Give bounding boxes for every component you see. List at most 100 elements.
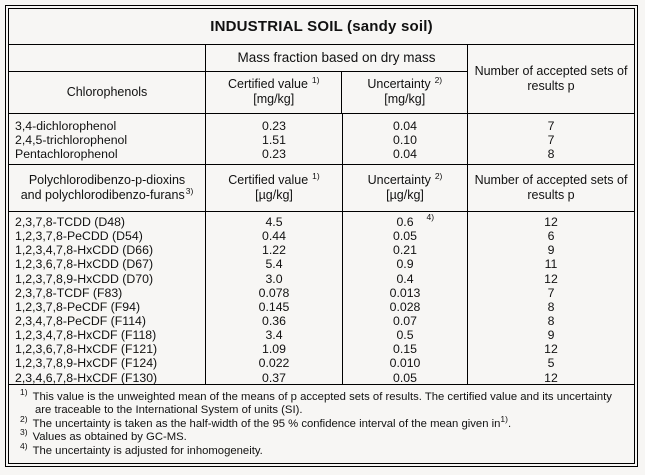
certified-value: 3.4 [265, 328, 283, 343]
analyte-name: 1,2,3,4,7,8-HxCDF (F118) [15, 328, 157, 343]
uncertainty-column: 0.04 0.10 0.04 [343, 114, 468, 164]
footnote-marker: 2) [20, 414, 28, 425]
uncertainty-value: 0.6 4) [396, 212, 435, 229]
certified-value: 0.23 [262, 119, 286, 133]
accepted-sets-count: 11 [544, 257, 558, 272]
uncertainty-value: 0.10 [393, 133, 417, 148]
uncertainty-value: 0.05 [393, 370, 417, 385]
certified-value-header: Certified value 1) [mg/kg] [206, 71, 343, 113]
uncertainty-header: Uncertainty 2) [mg/kg] [367, 75, 443, 107]
footnote-ref-1: 1) [311, 75, 320, 86]
uncertainty-value: 0.21 [393, 243, 417, 258]
footnote-1: 1) This value is the unweighted mean of t… [20, 387, 612, 417]
certified-value: 0.022 [258, 356, 290, 371]
accepted-sets-count: 7 [547, 119, 555, 133]
analyte-name: 1,2,3,7,8,9-HxCDD (D70) [15, 271, 154, 286]
analyte-name: 1,2,3,7,8-PeCDF (F94) [15, 299, 141, 314]
chlorophenols-data-section: 3,4-dichlorophenol 2,4,5-trichlorophenol… [9, 114, 634, 165]
uncertainty-value: 0.04 [393, 119, 417, 133]
analyte-name: 2,4,5-trichlorophenol [15, 133, 128, 148]
certified-unit: [µg/kg] [255, 188, 293, 202]
uncertainty-value: 0.04 [393, 147, 417, 162]
analyte-name: 1,2,3,4,7,8-HxCDD (D66) [15, 243, 154, 258]
accepted-sets-count: 5 [547, 356, 555, 371]
accepted-sets-count: 7 [547, 133, 555, 148]
accepted-sets-header: Number of accepted sets of results p [474, 64, 628, 93]
footnote-ref-3: 3) [185, 185, 194, 196]
analyte-name: 1,2,3,7,8-PeCDD (D54) [15, 229, 143, 244]
uncertainty-value: 0.15 [393, 342, 417, 357]
uncertainty-unit: [mg/kg] [384, 92, 426, 107]
accepted-sets-count: 12 [544, 342, 558, 357]
section-header-dioxins: Polychlorodibenzo-p-dioxins and polychlo… [9, 165, 206, 211]
certified-value: 0.37 [262, 370, 286, 385]
certified-value: 0.44 [262, 229, 286, 244]
analyte-name: 1,2,3,6,7,8-HxCDF (F121) [15, 342, 158, 357]
certified-unit: [mg/kg] [253, 92, 295, 107]
uncertainty-value: 0.07 [393, 313, 417, 328]
accepted-sets-count: 9 [547, 243, 555, 258]
uncertainty-value: 0.010 [389, 356, 421, 371]
analyte-name-column: 3,4-dichlorophenol 2,4,5-trichlorophenol… [9, 114, 206, 164]
uncertainty-unit: [µg/kg] [386, 188, 424, 202]
analyte-name-column: 2,3,7,8-TCDD (D48) 1,2,3,7,8-PeCDD (D54)… [9, 212, 206, 385]
footnote-marker: 1) [20, 387, 28, 398]
analyte-name: 1,2,3,7,8,9-HxCDF (F124) [15, 356, 158, 371]
accepted-sets-count: 12 [544, 370, 558, 385]
accepted-sets-count: 8 [547, 313, 555, 328]
accepted-sets-count: 7 [547, 285, 555, 300]
certification-table: INDUSTRIAL SOIL (sandy soil) Chloropheno… [8, 8, 635, 464]
uncertainty-value: 0.028 [389, 299, 421, 314]
analyte-name: 2,3,7,8-TCDF (F83) [15, 285, 123, 300]
accepted-sets-count: 8 [547, 299, 555, 314]
table-title: INDUSTRIAL SOIL (sandy soil) [9, 9, 634, 45]
certified-value: 0.23 [262, 147, 286, 162]
accepted-sets-column: 12 6 9 11 12 7 8 8 9 12 5 12 [468, 212, 634, 385]
certified-value: 4.5 [265, 215, 283, 229]
footnote-3: 3) Values as obtained by GC-MS. [20, 427, 187, 444]
uncertainty-value: 0.05 [393, 229, 417, 244]
certified-value: 1.22 [262, 243, 286, 258]
mass-fraction-header: Mass fraction based on dry mass [206, 45, 467, 72]
certified-value-header: Certified value 1) [µg/kg] [206, 165, 343, 211]
certified-value-column: 0.23 1.51 0.23 [206, 114, 343, 164]
accepted-sets-count: 12 [544, 271, 558, 286]
section-header-chlorophenols: Chlorophenols [66, 84, 148, 99]
analyte-name: 1,2,3,6,7,8-HxCDD (D67) [15, 257, 154, 272]
certified-value: 0.36 [262, 313, 286, 328]
uncertainty-value: 0.4 [396, 271, 414, 286]
empty-header-cell [9, 45, 205, 72]
certified-value: 0.145 [258, 299, 290, 314]
analyte-name: 2,3,7,8-TCDD (D48) [15, 215, 126, 229]
footnote-marker: 3) [20, 427, 28, 438]
uncertainty-value: 0.013 [389, 285, 421, 300]
footnote-4: 4) The uncertainty is adjusted for inhomo… [20, 440, 263, 457]
uncertainty-column: 0.6 4) 0.05 0.21 0.9 0.4 0.013 0.028 0.07… [343, 212, 468, 385]
uncertainty-value: 0.9 [396, 257, 414, 272]
table-outer-border: INDUSTRIAL SOIL (sandy soil) Chloropheno… [5, 5, 638, 467]
accepted-sets-count: 8 [547, 147, 555, 162]
analyte-name: 3,4-dichlorophenol [15, 119, 117, 133]
dioxins-header-row: Polychlorodibenzo-p-dioxins and polychlo… [9, 165, 634, 212]
accepted-sets-column: 7 7 8 [468, 114, 634, 164]
footnotes-section: 1) This value is the unweighted mean of t… [9, 385, 634, 463]
footnote-ref-2: 2) [434, 75, 443, 86]
analyte-name: Pentachlorophenol [15, 147, 118, 162]
certified-value: 1.09 [262, 342, 286, 357]
accepted-sets-count: 12 [544, 215, 558, 229]
uncertainty-value: 0.5 [396, 328, 414, 343]
certified-value: 0.078 [258, 285, 290, 300]
accepted-sets-header: Number of accepted sets of results p [474, 173, 628, 202]
footnote-marker: 4) [20, 440, 28, 451]
uncertainty-header: Uncertainty 2) [µg/kg] [343, 165, 468, 211]
footnote-ref-1: 1) [312, 170, 320, 181]
certified-value-column: 4.5 0.44 1.22 5.4 3.0 0.078 0.145 0.36 3… [206, 212, 343, 385]
accepted-sets-count: 6 [547, 229, 555, 244]
analyte-name: 2,3,4,7,8-PeCDF (F114) [15, 313, 146, 328]
certified-value: 5.4 [265, 257, 283, 272]
dioxins-data-section: 2,3,7,8-TCDD (D48) 1,2,3,7,8-PeCDD (D54)… [9, 212, 634, 385]
accepted-sets-count: 9 [547, 328, 555, 343]
certified-value: 3.0 [265, 271, 283, 286]
certified-value: 1.51 [262, 133, 286, 148]
footnote-2: 2) The uncertainty is taken as the half-w… [20, 414, 512, 430]
